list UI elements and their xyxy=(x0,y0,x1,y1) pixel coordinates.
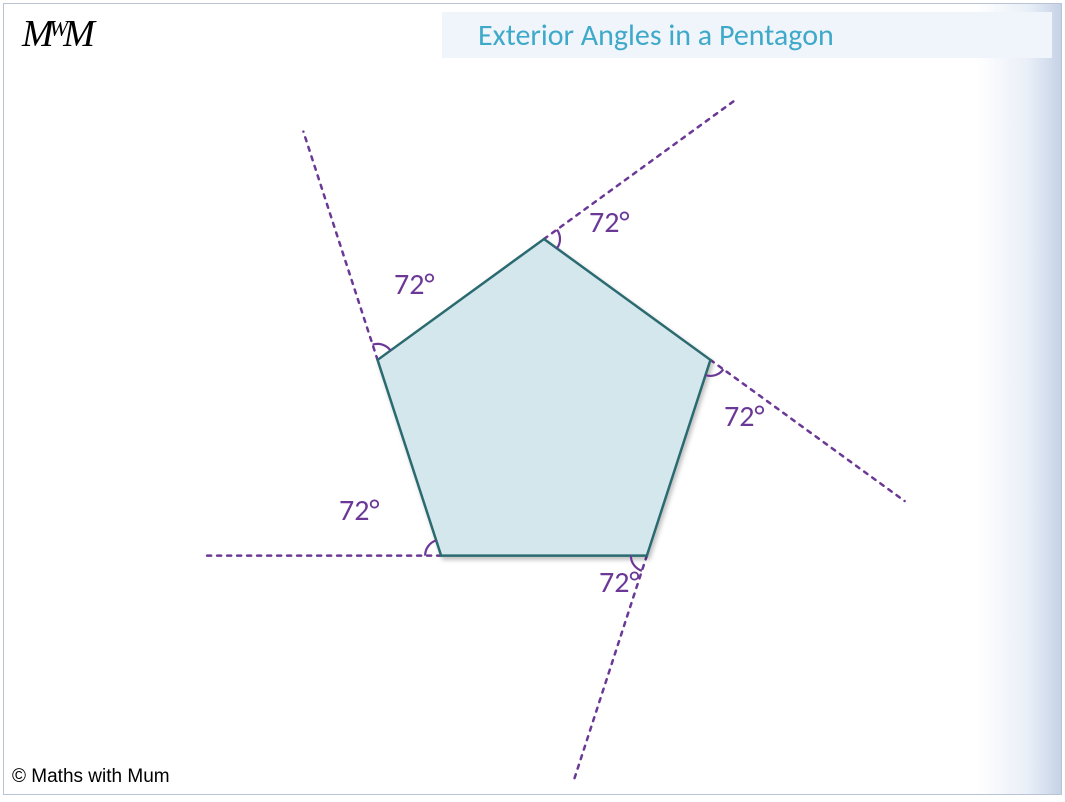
angle-arc xyxy=(425,540,436,555)
angle-arc xyxy=(557,230,560,249)
extension-line xyxy=(544,98,738,239)
angle-label: 72° xyxy=(589,204,630,241)
copyright-text: © Maths with Mum xyxy=(12,766,170,788)
pentagon-diagram xyxy=(4,4,1065,802)
angle-label: 72° xyxy=(394,266,435,303)
slide-frame: MᵂM Exterior Angles in a Pentagon 72°72°… xyxy=(3,3,1062,795)
angle-label: 72° xyxy=(339,492,380,529)
extension-line xyxy=(303,132,377,360)
angle-label: 72° xyxy=(724,398,765,435)
angle-label: 72° xyxy=(599,564,640,601)
